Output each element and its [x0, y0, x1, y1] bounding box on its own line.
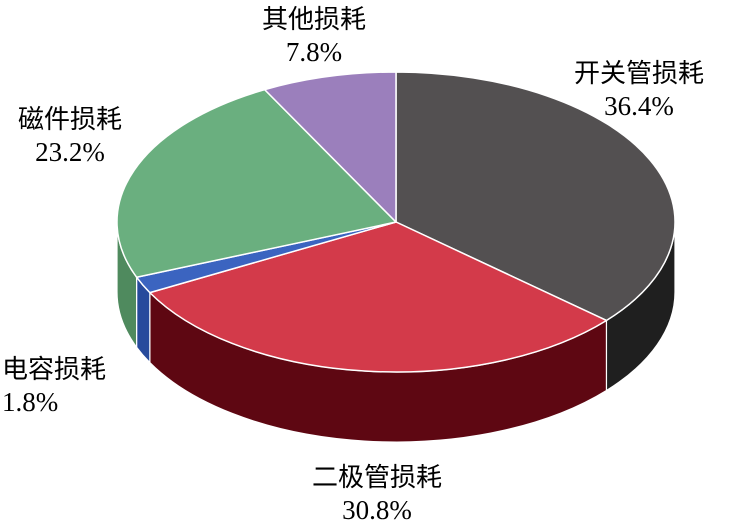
slice-label-name: 磁件损耗: [18, 105, 123, 135]
slice-label-magnetic: 磁件损耗 23.2%: [18, 104, 122, 168]
slice-label-name: 开关管损耗: [574, 59, 705, 89]
pie-slice: [395, 71, 676, 322]
slice-label-other: 其他损耗 7.8%: [262, 4, 366, 68]
slice-label-percent: 30.8%: [342, 495, 412, 525]
slice-label-capacitor: 电容损耗 1.8%: [2, 354, 106, 418]
slice-label-percent: 7.8%: [285, 37, 343, 67]
pie-slice: [116, 88, 397, 278]
slice-label-percent: 1.8%: [2, 387, 59, 417]
slice-label-name: 其他损耗: [262, 5, 367, 35]
slice-label-diode: 二极管损耗 30.8%: [312, 462, 442, 526]
slice-label-percent: 36.4%: [604, 91, 674, 121]
slice-label-switch: 开关管损耗 36.4%: [574, 58, 704, 122]
slice-label-percent: 23.2%: [35, 137, 105, 167]
pie-slice: [149, 221, 608, 373]
slice-label-name: 二极管损耗: [312, 463, 443, 493]
pie-slice: [263, 71, 397, 223]
slice-label-name: 电容损耗: [2, 355, 107, 385]
